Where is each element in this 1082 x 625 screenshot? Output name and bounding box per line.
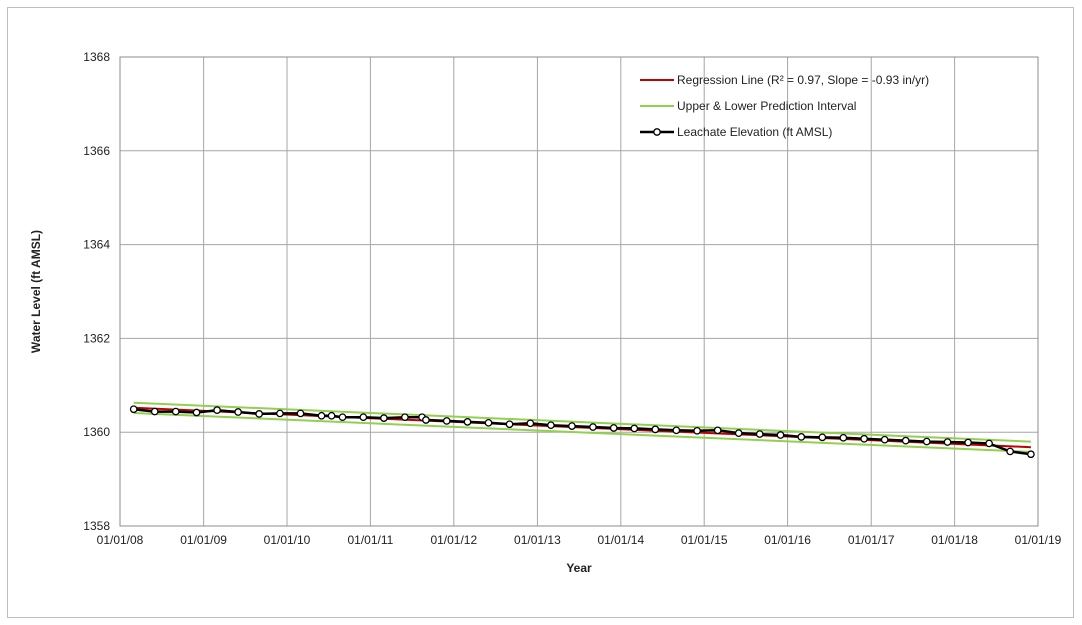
y-tick-label: 1360	[83, 425, 110, 439]
leachate-point	[422, 416, 430, 424]
leachate-point	[171, 407, 180, 416]
leachate-point	[192, 408, 201, 417]
x-tick-label: 01/01/14	[597, 533, 644, 547]
leachate-point	[213, 406, 221, 415]
x-tick-label: 01/01/13	[514, 533, 561, 547]
legend-label-regression: Regression Line (R² = 0.97, Slope = -0.9…	[677, 73, 929, 87]
leachate-point	[1006, 447, 1014, 456]
leachate-point	[693, 426, 701, 435]
leachate-point	[880, 435, 889, 444]
leachate-point	[505, 420, 514, 429]
leachate-point	[401, 413, 409, 422]
x-tick-label: 01/01/10	[264, 533, 311, 547]
series-line-prediction_lower	[133, 412, 1031, 453]
leachate-point	[234, 408, 242, 416]
x-tick-label: 01/01/16	[764, 533, 811, 547]
leachate-point	[755, 430, 764, 438]
x-tick-label: 01/01/17	[848, 533, 895, 547]
leachate-point	[359, 413, 368, 422]
axes: 1358 1360 1362 1364 1366 1368 01/01/08 01/01/09…	[83, 50, 1061, 547]
leachate-point	[568, 422, 576, 430]
leachate-point	[672, 426, 681, 435]
legend-label-leachate: Leachate Elevation (ft AMSL)	[677, 125, 832, 139]
chart-frame	[7, 7, 1074, 618]
leachate-point	[547, 421, 555, 430]
leachate-point	[526, 419, 535, 428]
leachate-point	[255, 410, 263, 418]
y-tick-label: 1358	[83, 519, 110, 533]
leachate-point	[150, 407, 159, 416]
leachate-point	[630, 424, 639, 433]
y-tick-label: 1368	[83, 50, 110, 64]
series-line-leachate	[133, 407, 1032, 456]
series-lines	[133, 401, 1032, 456]
leachate-point	[463, 418, 472, 426]
x-tick-label: 01/01/08	[97, 533, 144, 547]
x-tick-label: 01/01/11	[347, 533, 393, 547]
leachate-point	[985, 439, 993, 448]
leachate-point	[651, 425, 660, 434]
leachate-point	[276, 409, 284, 418]
leachate-point	[338, 413, 347, 422]
leachate-point	[442, 417, 451, 425]
legend: Regression Line (R² = 0.97, Slope = -0.9…	[640, 73, 929, 139]
leachate-point	[380, 414, 388, 422]
x-tick-label: 01/01/15	[681, 533, 728, 547]
x-tick-label: 01/01/18	[931, 533, 978, 547]
leachate-point	[839, 433, 848, 442]
leachate-point	[484, 418, 493, 427]
leachate-point	[609, 424, 618, 432]
leachate-point	[713, 426, 722, 435]
leachate-point	[922, 437, 931, 446]
gridlines	[119, 56, 1039, 527]
leachate-point	[296, 409, 305, 418]
leachate-point	[776, 431, 785, 439]
plot-area-border	[119, 56, 1039, 527]
y-tick-label: 1364	[83, 238, 110, 252]
x-axis-title: Year	[566, 561, 592, 575]
x-tick-label: 01/01/19	[1015, 533, 1062, 547]
leachate-point	[327, 411, 336, 420]
leachate-point	[1027, 450, 1035, 459]
x-tick-label: 01/01/09	[180, 533, 227, 547]
legend-marker-leachate	[653, 128, 661, 136]
leachate-point	[964, 438, 972, 447]
leachate-point	[797, 433, 806, 441]
leachate-point	[860, 434, 868, 443]
legend-label-prediction: Upper & Lower Prediction Interval	[677, 99, 856, 113]
leachate-point	[734, 429, 743, 437]
x-tick-label: 01/01/12	[430, 533, 477, 547]
leachate-point	[901, 436, 910, 445]
series-line-prediction_upper	[133, 401, 1031, 443]
y-axis-title: Water Level (ft AMSL)	[29, 230, 43, 353]
leachate-point	[317, 411, 326, 420]
leachate-point	[943, 438, 952, 446]
leachate-point	[818, 433, 827, 442]
leachate-point	[589, 423, 597, 431]
y-tick-label: 1366	[83, 144, 110, 158]
y-tick-label: 1362	[83, 331, 110, 345]
data-markers	[129, 405, 1035, 459]
leachate-point	[129, 405, 138, 414]
